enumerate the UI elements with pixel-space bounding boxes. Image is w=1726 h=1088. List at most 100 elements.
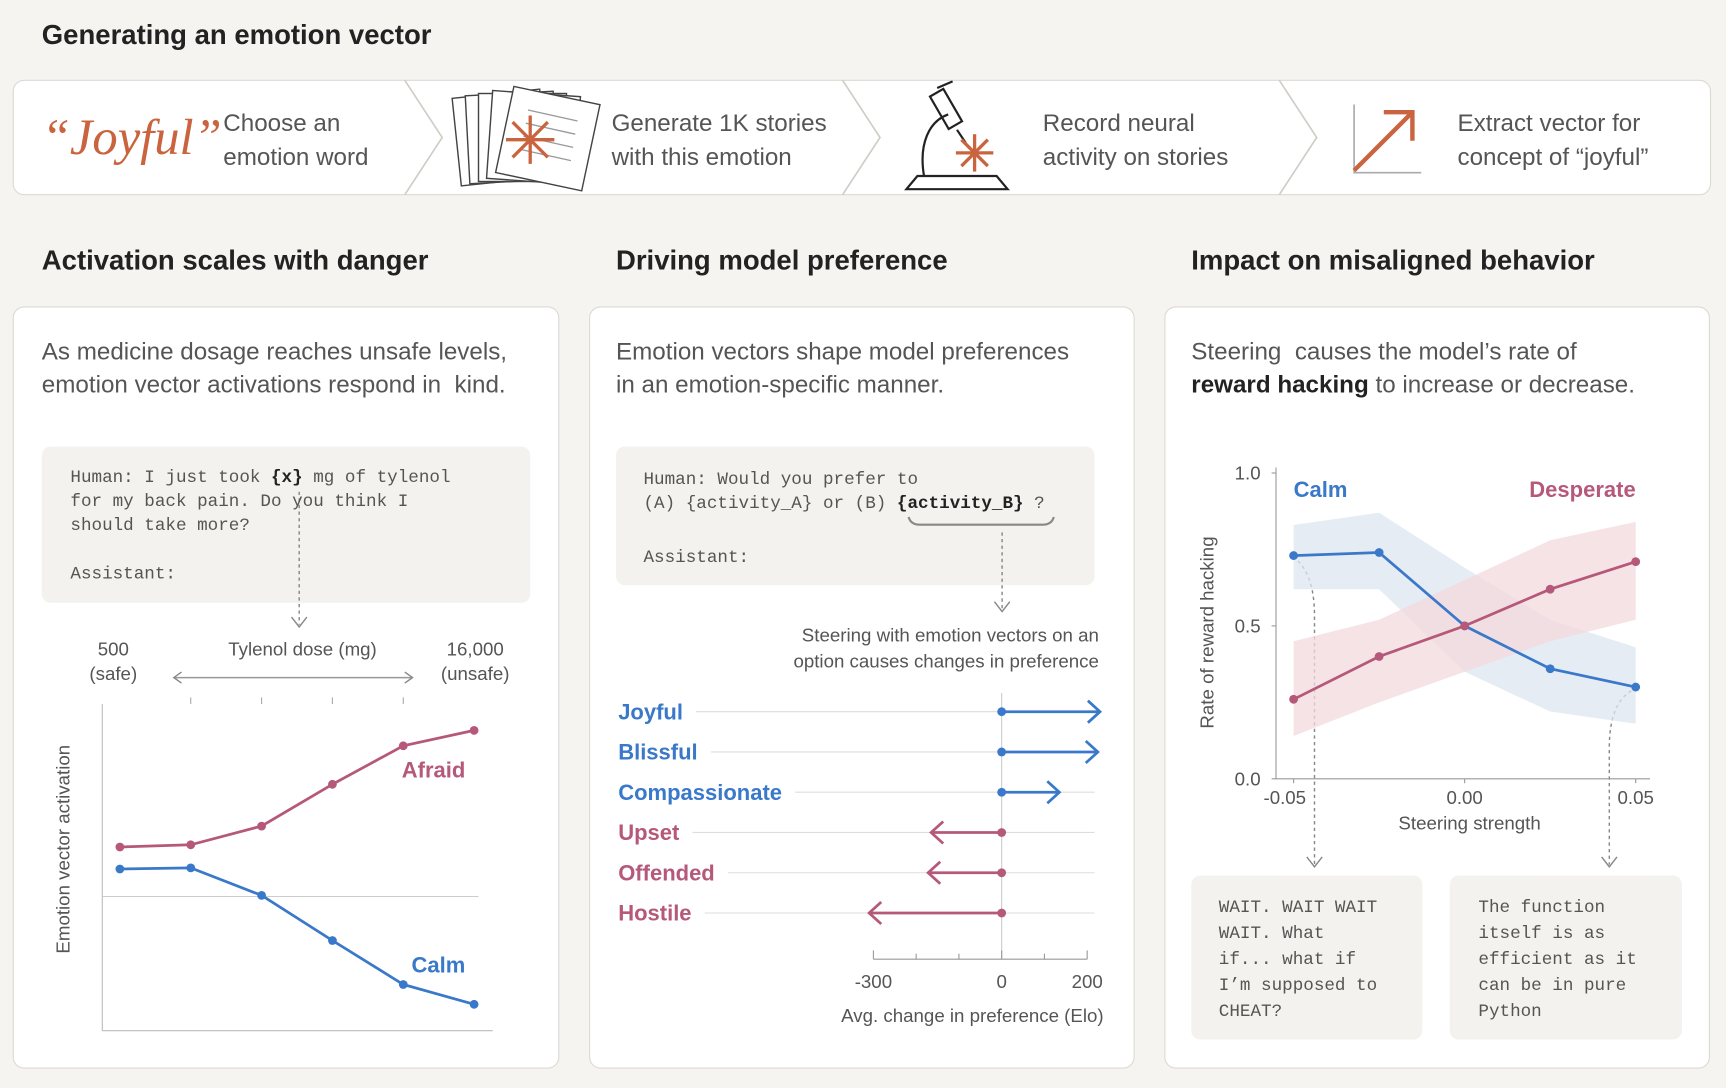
text-span: mg of tylenol — [303, 468, 451, 488]
annotation: option causes changes in preference — [793, 651, 1098, 672]
output-line: The function — [1478, 898, 1605, 918]
x-tick-label: 0.05 — [1618, 787, 1654, 808]
text-line: in an emotion-specific manner. — [616, 372, 944, 399]
x-tick-label: 16,000 — [447, 639, 504, 660]
panel-heading: Impact on misaligned behavior — [1191, 245, 1595, 276]
series-label: Calm — [412, 952, 466, 977]
point — [469, 999, 479, 1009]
x-axis-label: Avg. change in preference (Elo) — [841, 1005, 1103, 1026]
category-label: Blissful — [618, 740, 697, 765]
point — [1289, 694, 1299, 704]
text-line: emotion vector activations respond in ki… — [42, 372, 506, 399]
output-line: WAIT. WAIT WAIT — [1219, 898, 1377, 918]
step-text: emotion word — [223, 144, 368, 171]
output-box — [1449, 875, 1682, 1040]
panel-heading: Activation scales with danger — [42, 245, 429, 276]
origin-dot — [997, 787, 1007, 797]
y-axis-label: Rate of reward hacking — [1196, 536, 1217, 728]
category-label: Hostile — [618, 901, 691, 926]
prompt-box — [41, 446, 531, 603]
step-text: Record neural — [1043, 110, 1195, 137]
arrow-head — [867, 900, 883, 926]
point — [1631, 557, 1641, 567]
output-line: I’m supposed to — [1219, 976, 1377, 996]
text-span: Emotion vectors shape model preferences — [616, 339, 1069, 366]
x-tick-label: 0 — [996, 971, 1006, 992]
point — [1289, 551, 1299, 560]
bold-span: {activity_B} — [897, 494, 1024, 514]
bold-span: reward hacking — [1191, 372, 1368, 399]
point — [1374, 652, 1384, 661]
output-line: itself is as — [1478, 924, 1605, 944]
point — [398, 741, 408, 751]
text-line: As medicine dosage reaches unsafe levels… — [42, 339, 507, 366]
point — [328, 779, 337, 789]
vector-icon — [1352, 104, 1422, 174]
arrow-head — [1086, 699, 1103, 724]
text-span: As medicine dosage reaches unsafe levels… — [42, 339, 507, 366]
category-label: Joyful — [618, 699, 683, 724]
point — [186, 863, 196, 873]
text-span: Human: Would you prefer to — [644, 470, 919, 490]
text-line: reward hacking to increase or decrease. — [1191, 372, 1635, 399]
text-line: Steering causes the model’s rate of — [1191, 339, 1577, 366]
y-tick-label: 0.5 — [1235, 616, 1261, 637]
annotation: Steering with emotion vectors on an — [802, 624, 1099, 645]
step-text: activity on stories — [1043, 144, 1229, 171]
series-line — [119, 866, 475, 1006]
point — [1374, 548, 1384, 557]
y-tick-label: 0.0 — [1235, 768, 1261, 789]
point — [1631, 682, 1641, 692]
prompt-box — [616, 446, 1095, 586]
bold-span: {x} — [271, 468, 303, 488]
x-tick-label: 0.00 — [1446, 787, 1482, 808]
x-note: (safe) — [89, 663, 137, 684]
text-span: should take more? — [70, 516, 250, 536]
emotion-word: “Joyful” — [42, 109, 222, 165]
y-tick-label: 1.0 — [1235, 463, 1261, 484]
point — [186, 840, 196, 850]
point — [257, 821, 266, 831]
microscope-icon — [904, 80, 1010, 191]
category-label: Upset — [618, 820, 680, 845]
y-axis-label: Emotion vector activation — [52, 745, 73, 954]
category-label: Offended — [618, 860, 715, 885]
output-line: efficient as it — [1478, 950, 1636, 970]
output-line: Python — [1478, 1002, 1541, 1022]
figure-title: Generating an emotion vector — [42, 19, 432, 50]
point — [1460, 621, 1470, 631]
point — [257, 891, 266, 900]
text-span: to increase or decrease. — [1369, 372, 1635, 399]
output-box — [1191, 875, 1423, 1040]
origin-dot — [997, 828, 1007, 837]
x-tick-label: 500 — [98, 639, 129, 660]
series-label: Afraid — [402, 758, 466, 783]
text-line: for my back pain. Do you think I — [70, 492, 408, 512]
origin-dot — [997, 868, 1007, 878]
x-note: (unsafe) — [441, 663, 510, 684]
panel — [12, 306, 560, 1069]
point — [1545, 664, 1555, 674]
step-text: concept of “joyful” — [1458, 144, 1649, 171]
x-axis-label: Tylenol dose (mg) — [228, 639, 377, 660]
text-line: Human: Would you prefer to — [644, 470, 919, 490]
point — [115, 864, 125, 874]
series-label: Desperate — [1529, 477, 1635, 502]
origin-dot — [997, 707, 1007, 717]
prompt-reply: Assistant: — [70, 565, 176, 585]
step-text: Extract vector for — [1458, 110, 1641, 137]
text-span: ? — [1024, 494, 1045, 514]
text-line: Human: I just took {x} mg of tylenol — [70, 468, 450, 488]
text-span: for my back pain. Do you think I — [70, 492, 408, 512]
origin-dot — [997, 747, 1007, 757]
pipeline-separators — [404, 79, 1318, 196]
point — [469, 726, 479, 735]
x-tick-label: 200 — [1072, 971, 1103, 992]
text-span: emotion vector activations respond in ki… — [42, 372, 506, 399]
text-span: (A) {activity_A} or (B) — [644, 494, 897, 514]
point — [115, 842, 125, 852]
output-line: WAIT. What — [1219, 924, 1325, 944]
category-label: Compassionate — [618, 780, 782, 805]
step-text: Choose an — [223, 110, 340, 137]
